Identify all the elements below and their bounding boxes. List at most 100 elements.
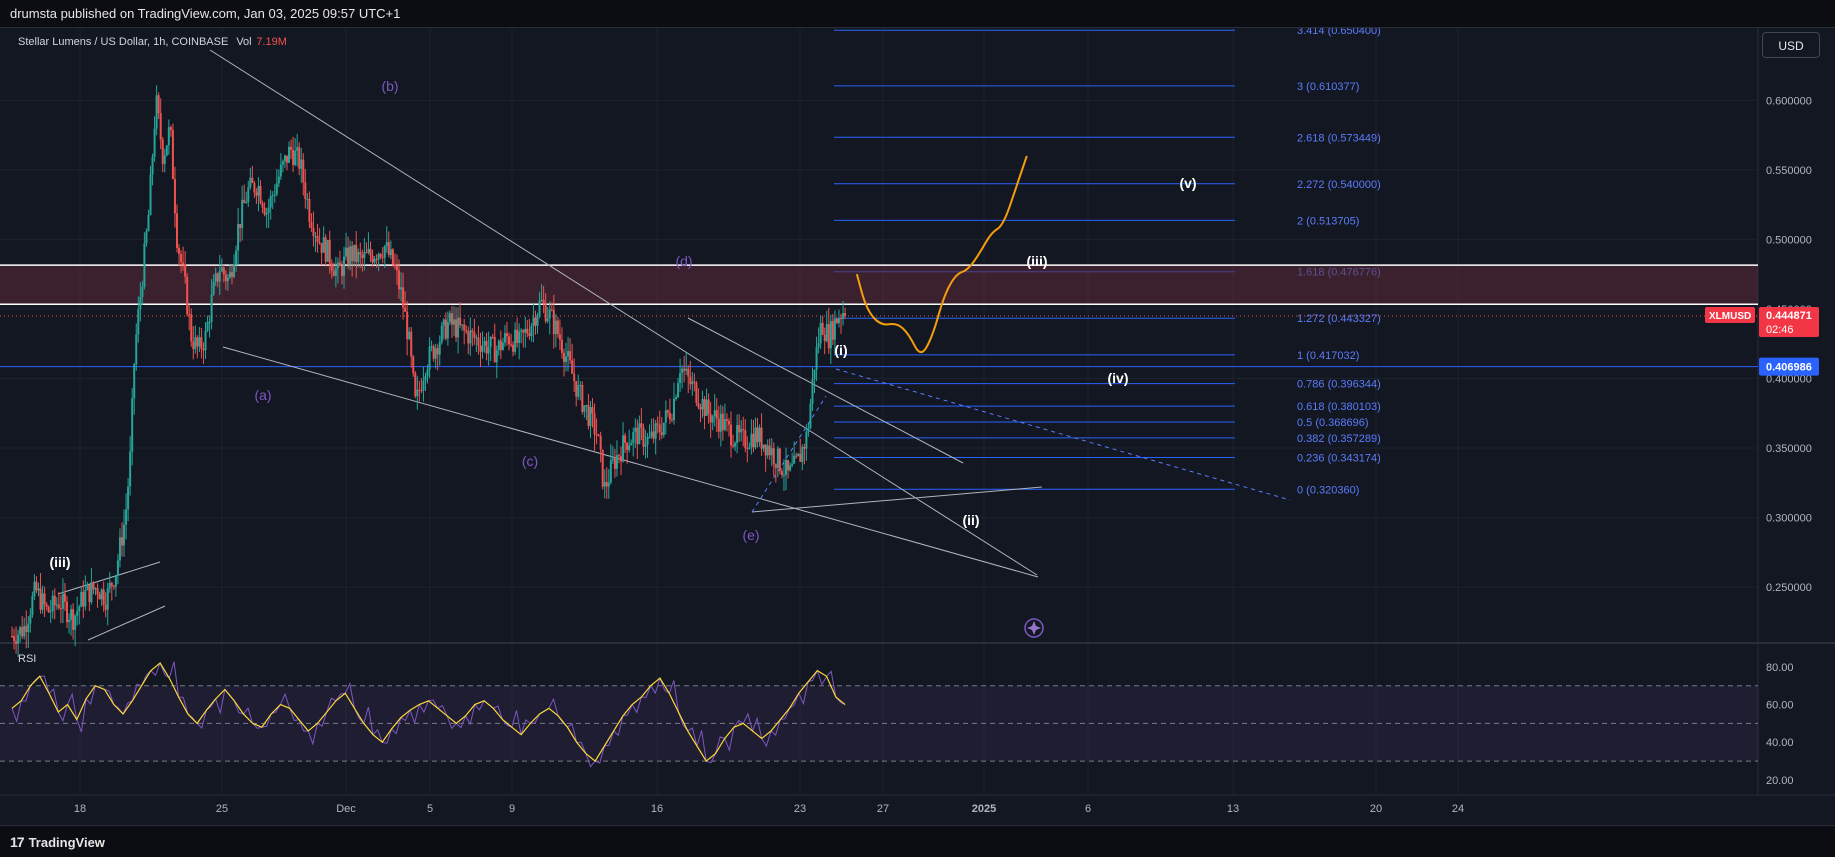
candle-body [391, 249, 394, 265]
candle-body [147, 214, 150, 232]
candle-body [11, 635, 13, 637]
wave-compass-icon[interactable] [1024, 618, 1044, 638]
candle-body [463, 324, 466, 331]
candle-body [78, 606, 81, 612]
candle-body [453, 319, 456, 325]
candle-body [650, 431, 653, 437]
candle-body [459, 317, 462, 326]
candle-body [149, 174, 152, 215]
candle-body [552, 310, 555, 335]
candles [11, 85, 847, 658]
candle-body [80, 592, 83, 607]
candle-body [255, 192, 258, 196]
candle-body [145, 231, 148, 244]
candle-body [273, 194, 276, 196]
candle-body [560, 339, 563, 353]
candle-body [434, 348, 437, 359]
candle-body [772, 448, 775, 465]
candle-body [51, 595, 54, 612]
candle-body [585, 405, 588, 407]
price-axis[interactable]: 0.6000000.5500000.5000000.4500000.400000… [1705, 95, 1819, 594]
candle-body [675, 397, 678, 399]
candle-body [13, 636, 16, 642]
candle-body [632, 432, 635, 443]
projection-curve [855, 155, 1028, 354]
trend-line [835, 368, 1291, 501]
candle-body [224, 274, 227, 282]
candle-body [402, 287, 405, 308]
candle-body [782, 474, 785, 476]
candle-body [768, 445, 771, 456]
candle-body [689, 376, 692, 385]
candle-body [326, 240, 329, 262]
candle-body [310, 221, 313, 228]
candle-body [483, 340, 486, 346]
candle-body [837, 318, 840, 324]
candle-body [353, 244, 356, 262]
candle-body [440, 325, 443, 343]
candle-body [785, 460, 788, 475]
candle-body [371, 255, 374, 263]
chart-title: Stellar Lumens / US Dollar, 1h, COINBASE [18, 36, 228, 48]
candle-body [501, 342, 504, 351]
candle-body [544, 303, 547, 322]
fib-level-label: 3 (0.610377) [1297, 81, 1359, 93]
candle-body [764, 444, 767, 456]
candle-body [758, 427, 761, 443]
candle-body [422, 380, 425, 391]
candle-body [426, 369, 429, 377]
candle-body [15, 641, 18, 644]
candle-body [198, 337, 201, 347]
candle-body [520, 330, 523, 332]
tradingview-logo[interactable]: 17 TradingView [10, 834, 105, 850]
wave-label-white: (v) [1179, 175, 1196, 191]
currency-button[interactable]: USD [1762, 32, 1820, 58]
candle-body [68, 619, 71, 623]
marker-price-tag: 0.406986 [1766, 362, 1812, 374]
candle-body [375, 258, 378, 260]
wave-labels: (a) (b) (c) (d) (e) (iii) (i) (ii) (iii) (iv) (v) [50, 78, 1197, 570]
candle-body [86, 584, 89, 590]
candle-body [787, 460, 790, 471]
candle-body [410, 331, 413, 357]
candle-body [186, 276, 189, 315]
candle-body [660, 432, 663, 436]
candle-body [424, 376, 427, 381]
candle-body [510, 344, 513, 346]
candle-body [188, 314, 191, 316]
rsi-pane: RSI 80.00 60.00 40.00 20.00 [0, 653, 1794, 787]
candle-body [685, 368, 688, 371]
candle-body [349, 246, 352, 264]
rsi-tick-label: 20.00 [1766, 775, 1794, 787]
candle-body [265, 212, 268, 215]
resistance-zone [0, 264, 1758, 317]
price-tick-label: 0.400000 [1766, 374, 1812, 386]
candle-body [662, 422, 665, 436]
candle-body [538, 300, 541, 316]
candle-body [47, 606, 50, 613]
publish-header: drumsta published on TradingView.com, Ja… [0, 0, 1835, 28]
candle-body [707, 399, 710, 415]
trend-line [209, 49, 1038, 576]
candle-body [791, 463, 794, 466]
candle-body [607, 482, 610, 487]
candle-body [412, 356, 415, 374]
resistance-zone-fill [0, 265, 1758, 305]
candle-body [165, 145, 168, 156]
candle-body [829, 321, 832, 349]
candle-body [408, 331, 411, 340]
last-price-tag: 0.444871 [1766, 310, 1812, 322]
candle-body [638, 423, 641, 445]
candle-body [467, 331, 470, 344]
candle-body [571, 360, 574, 374]
candle-body [61, 593, 64, 609]
candle-body [100, 589, 103, 600]
time-axis[interactable]: 18 25 Dec 5 9 16 23 27 2025 6 13 20 24 [74, 803, 1464, 815]
candle-body [778, 448, 781, 472]
candle-body [41, 593, 44, 610]
trend-line [222, 346, 1039, 578]
fib-level-label: 0.382 (0.357289) [1297, 433, 1381, 445]
price-chart[interactable]: 3.414 (0.650400) 3 (0.610377) 2.618 (0.573… [0, 28, 1835, 825]
candle-body [831, 321, 834, 340]
candle-body [512, 344, 515, 352]
